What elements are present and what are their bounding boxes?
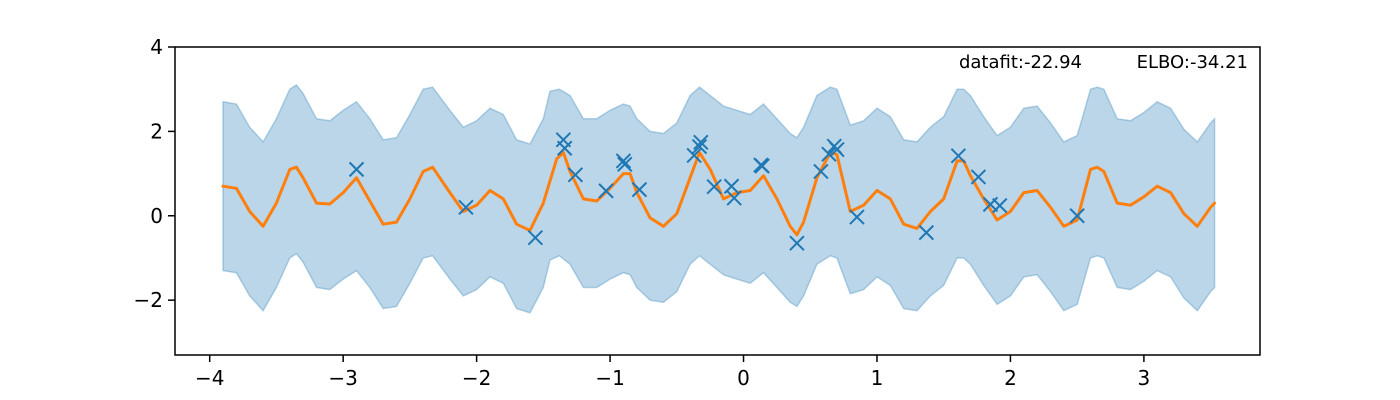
x-axis-ticks: −4 −3 −2 −1 0 1 2 3 xyxy=(195,355,1150,390)
observation-point xyxy=(970,169,987,185)
observation-point xyxy=(1069,208,1085,224)
observation-markers-layer xyxy=(348,132,1085,251)
x-tick-label: 3 xyxy=(1138,366,1151,390)
y-tick-label: −2 xyxy=(134,288,163,312)
mean-line-layer xyxy=(221,151,1217,237)
observation-point xyxy=(556,140,573,156)
observation-point xyxy=(458,199,474,216)
x-tick-label: 0 xyxy=(737,366,750,390)
observation-point xyxy=(527,229,544,246)
observation-point xyxy=(754,158,770,174)
y-tick-label: 0 xyxy=(150,204,163,228)
y-axis-ticks: 4 2 0 −2 xyxy=(134,35,175,312)
observation-point xyxy=(615,153,632,169)
x-tick-label: 2 xyxy=(1004,366,1017,390)
mean-line xyxy=(221,151,1217,237)
confidence-band xyxy=(222,84,1216,314)
confidence-band-layer xyxy=(222,84,1216,314)
observation-point xyxy=(706,178,722,195)
observation-point xyxy=(631,181,648,198)
observation-point xyxy=(691,138,708,155)
x-tick-label: −3 xyxy=(328,366,357,390)
observation-point xyxy=(789,235,805,251)
observation-point xyxy=(992,197,1008,214)
y-tick-label: 2 xyxy=(150,119,163,143)
observation-point xyxy=(598,183,614,199)
observation-point xyxy=(693,134,709,151)
observation-point xyxy=(726,190,742,206)
elbo-annotation: ELBO:-34.21 xyxy=(1137,52,1248,73)
observation-point xyxy=(723,178,740,194)
x-tick-label: −4 xyxy=(195,366,224,390)
x-tick-label: −2 xyxy=(462,366,491,390)
observation-point xyxy=(813,163,829,180)
observation-point xyxy=(567,167,584,183)
observation-point xyxy=(348,161,365,178)
observation-point xyxy=(849,209,865,225)
observation-point xyxy=(950,148,967,164)
x-tick-label: 1 xyxy=(871,366,884,390)
observation-point xyxy=(918,224,935,241)
plot-frame xyxy=(174,46,1261,356)
observation-point xyxy=(686,147,702,164)
y-tick-label: 4 xyxy=(150,35,163,59)
datafit-annotation: datafit:-22.94 xyxy=(959,52,1082,73)
observation-point xyxy=(821,146,837,162)
x-tick-label: −1 xyxy=(595,366,624,390)
observation-point xyxy=(829,141,845,158)
observation-point xyxy=(617,156,633,173)
